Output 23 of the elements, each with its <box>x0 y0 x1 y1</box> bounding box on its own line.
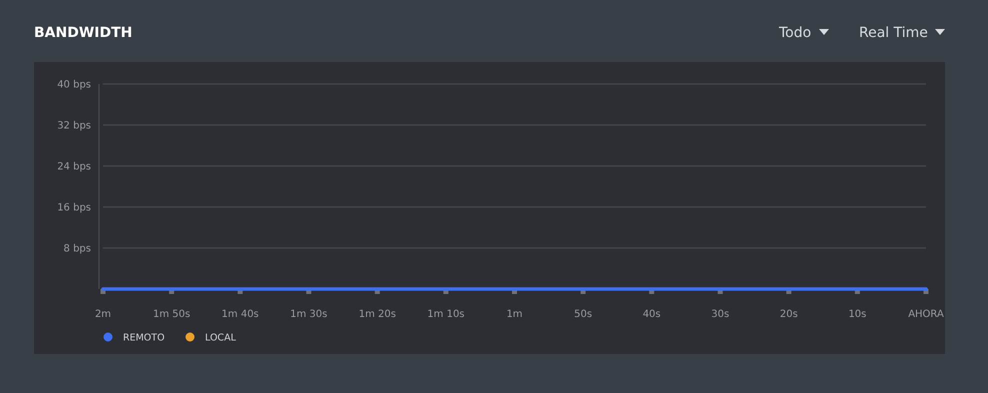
x-tick-label: AHORA <box>908 309 944 320</box>
x-tick-label: 20s <box>780 309 798 320</box>
chart-title: BANDWIDTH <box>34 25 132 41</box>
x-tick-label: 40s <box>642 309 661 320</box>
x-tick-label: 1m 50s <box>152 309 190 320</box>
legend-label: LOCAL <box>205 332 237 344</box>
y-tick-label: 8 bps <box>64 244 91 254</box>
legend-label: REMOTO <box>123 332 165 344</box>
y-tick-label: 16 bps <box>57 202 91 214</box>
x-tick-label: 30s <box>711 309 730 320</box>
x-tick-label: 1m 40s <box>222 309 259 320</box>
text: Todo <box>778 25 812 41</box>
y-tick-label: 40 bps <box>57 80 91 90</box>
x-tick-label: 10s <box>848 309 866 320</box>
x-tick-label: 1m 20s <box>358 309 396 320</box>
x-tick-label: 2m <box>94 309 112 320</box>
x-tick-label: 1m 30s <box>290 309 328 320</box>
x-tick-label: 50s <box>574 309 592 320</box>
x-tick-label: 1m 10s <box>427 309 465 320</box>
text: Real Time <box>859 25 928 41</box>
y-tick-label: 24 bps <box>57 162 91 172</box>
y-tick-label: 32 bps <box>57 120 91 132</box>
x-tick-label: 1m <box>506 309 523 320</box>
